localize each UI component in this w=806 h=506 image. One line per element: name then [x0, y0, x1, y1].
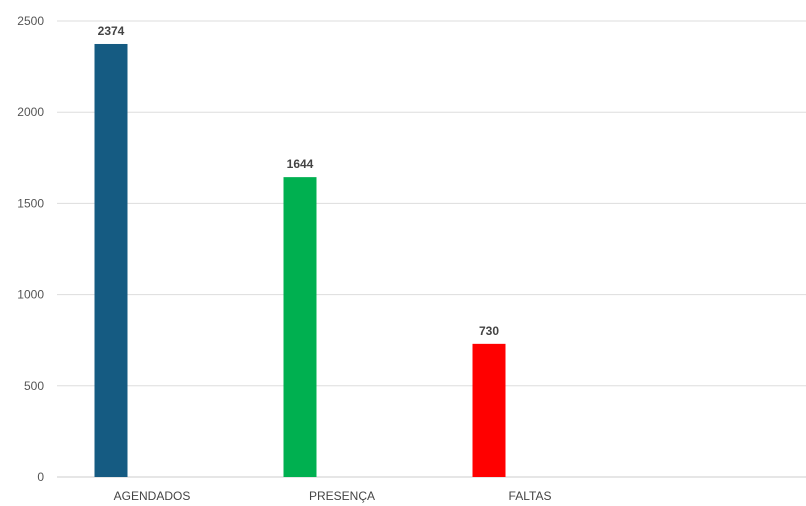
category-labels: AGENDADOS PRESENÇA FALTAS [114, 489, 552, 503]
bar-faltas [472, 343, 506, 477]
y-tick-label: 1500 [17, 196, 44, 210]
data-label: 730 [479, 324, 499, 338]
bars [94, 43, 506, 478]
y-tick-label: 500 [24, 379, 44, 393]
category-label: FALTAS [509, 489, 552, 503]
gridlines [57, 20, 806, 478]
y-axis-ticks: 0 500 1000 1500 2000 2500 [17, 14, 44, 484]
data-label: 1644 [287, 157, 314, 171]
y-tick-label: 2500 [17, 14, 44, 28]
y-tick-label: 0 [37, 470, 44, 484]
bar-presença [283, 177, 317, 477]
y-tick-label: 1000 [17, 288, 44, 302]
data-label: 2374 [98, 24, 125, 38]
category-label: PRESENÇA [309, 489, 375, 503]
y-tick-label: 2000 [17, 105, 44, 119]
data-labels: 2374 1644 730 [98, 24, 500, 338]
bar-agendados [94, 43, 128, 478]
category-label: AGENDADOS [114, 489, 191, 503]
